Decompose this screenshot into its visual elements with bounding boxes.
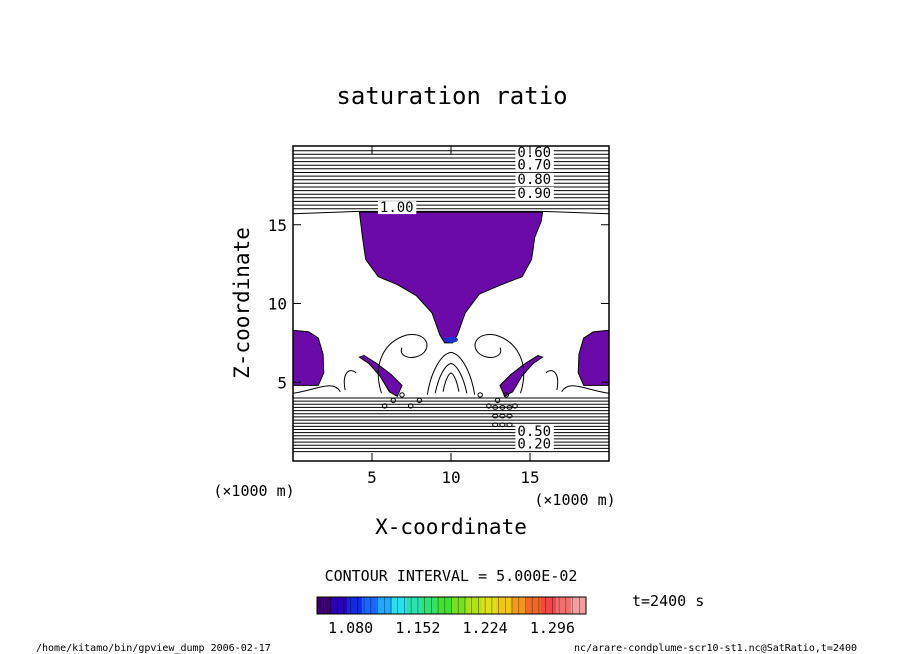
plume-contour-5 bbox=[442, 372, 460, 392]
lower-isolines bbox=[293, 397, 609, 453]
saturated-region-left-plume bbox=[358, 354, 403, 398]
small-contour bbox=[416, 397, 423, 404]
colorbar-segment bbox=[406, 597, 423, 614]
small-contour bbox=[506, 405, 513, 410]
footer-right: nc/arare-condplume-scr10-st1.nc@SatRatio… bbox=[574, 643, 857, 654]
saturated-region-left-edge bbox=[292, 329, 325, 386]
x-tick-label: 10 bbox=[441, 468, 460, 487]
small-contour bbox=[399, 392, 405, 398]
colorbar-ticks: 1.080 1.152 1.224 1.296 bbox=[328, 619, 575, 637]
small-contour bbox=[492, 405, 499, 410]
small-contour bbox=[486, 403, 492, 409]
small-contour bbox=[408, 403, 414, 409]
small-contour bbox=[492, 422, 499, 428]
contour-label: 1.00 bbox=[380, 200, 414, 216]
small-contour bbox=[381, 403, 388, 409]
colorbar-tick-label: 1.152 bbox=[395, 619, 440, 637]
x-tick-label: 15 bbox=[520, 468, 539, 487]
y-tick-label: 5 bbox=[277, 373, 287, 392]
isoline-1-00 bbox=[292, 210, 610, 215]
colorbar-segment bbox=[496, 597, 512, 614]
contour-label: 0.80 bbox=[517, 172, 551, 188]
colorbar-segment bbox=[436, 597, 452, 614]
contour-label-bg bbox=[515, 146, 554, 159]
y-axis-ticks: 5 10 15 bbox=[268, 216, 609, 392]
small-contour bbox=[503, 392, 509, 398]
colorbar-segment bbox=[361, 597, 378, 614]
colorbar-tick-label: 1.224 bbox=[463, 619, 508, 637]
contour-labels: 0.600.700.800.90 1.00 0.500.20 bbox=[377, 145, 554, 452]
contour-label: 0.90 bbox=[517, 186, 551, 202]
y-tick-label: 10 bbox=[268, 295, 287, 314]
contour-label: 0.20 bbox=[517, 436, 551, 452]
contour-label: 0.70 bbox=[517, 158, 551, 174]
colorbar-segment bbox=[317, 597, 333, 614]
x-tick-label: 5 bbox=[367, 468, 377, 487]
saturated-regions bbox=[292, 211, 610, 398]
plume-contour-3 bbox=[426, 351, 476, 395]
small-contour bbox=[499, 422, 506, 428]
colorbar bbox=[317, 597, 587, 614]
saturated-region-right-plume bbox=[499, 354, 544, 398]
x-axis-ticks: 5 10 15 bbox=[367, 146, 540, 487]
plume-contours bbox=[292, 333, 610, 428]
colorbar-segment bbox=[346, 597, 363, 614]
contour-interval: CONTOUR INTERVAL = 5.000E-02 bbox=[325, 567, 578, 585]
small-contour bbox=[477, 392, 483, 398]
small-contour bbox=[492, 413, 499, 419]
colorbar-segment bbox=[451, 597, 467, 614]
x-unit-label-left: (×1000 m) bbox=[213, 482, 294, 500]
colorbar-segment bbox=[571, 597, 587, 614]
plume-contour-6 bbox=[343, 370, 357, 391]
small-contour bbox=[390, 397, 396, 404]
time-label: t=2400 s bbox=[632, 592, 704, 610]
colorbar-segment bbox=[541, 597, 557, 614]
colorbar-segment bbox=[421, 597, 438, 614]
x-unit-label-right: (×1000 m) bbox=[534, 491, 615, 509]
contour-label-bg bbox=[515, 172, 554, 186]
blue-core bbox=[444, 336, 458, 343]
colorbar-tick-label: 1.080 bbox=[328, 619, 373, 637]
colorbar-segment bbox=[331, 597, 348, 614]
plume-contour-4 bbox=[434, 362, 468, 394]
y-tick-label: 15 bbox=[268, 216, 287, 235]
contour-label-bg bbox=[515, 187, 554, 200]
small-contour bbox=[499, 405, 506, 410]
colorbar-segment bbox=[391, 597, 408, 614]
small-contour bbox=[506, 413, 513, 419]
footer-left: /home/kitamo/bin/gpview_dump 2006-02-17 bbox=[36, 643, 271, 654]
saturated-region-right-edge bbox=[577, 329, 610, 386]
colorbar-segment bbox=[466, 597, 482, 614]
contour-label-bg bbox=[515, 437, 554, 451]
contour-label: 0.50 bbox=[517, 424, 551, 440]
plume-contour-7 bbox=[545, 370, 559, 391]
colorbar-frame bbox=[316, 596, 587, 615]
upper-isolines bbox=[292, 150, 610, 215]
contour-label-bg bbox=[515, 424, 554, 438]
small-contour bbox=[512, 403, 518, 409]
contour-label: 0.60 bbox=[517, 145, 551, 161]
plot-area: 0.600.700.800.90 1.00 0.500.20 5 10 15 5 10 15 bbox=[268, 145, 610, 487]
colorbar-tick-label: 1.296 bbox=[530, 619, 575, 637]
colorbar-segment bbox=[556, 597, 572, 614]
plume-contour-8 bbox=[292, 385, 341, 394]
small-contour bbox=[494, 397, 501, 404]
small-contour bbox=[506, 422, 513, 428]
colorbar-segment bbox=[526, 597, 542, 614]
small-contour bbox=[499, 413, 506, 419]
colorbar-segment bbox=[481, 597, 497, 614]
y-axis-label: Z-coordinate bbox=[230, 227, 254, 379]
chart-title: saturation ratio bbox=[336, 82, 567, 110]
contour-label-bg bbox=[515, 158, 554, 172]
plume-contour-9 bbox=[561, 385, 610, 394]
contour-label-bg bbox=[377, 201, 417, 215]
x-axis-label: X-coordinate bbox=[375, 515, 527, 539]
plume-contour-1 bbox=[377, 333, 428, 394]
plume-contour-2 bbox=[474, 333, 525, 394]
